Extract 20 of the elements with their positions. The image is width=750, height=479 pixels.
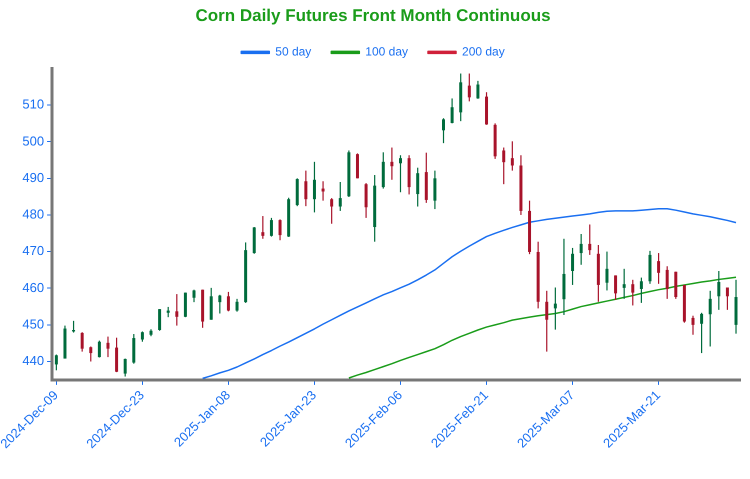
y-tick-label: 470 (22, 243, 44, 258)
legend-label: 200 day (462, 44, 505, 59)
candlestick (708, 290, 712, 346)
legend-label: 100 day (365, 44, 408, 59)
y-tick-label: 510 (22, 96, 44, 112)
y-tick-label: 490 (22, 170, 44, 185)
y-tick-label: 450 (22, 316, 44, 332)
candlestick (175, 294, 178, 326)
y-tick-label: 440 (22, 353, 44, 368)
y-tick-label: 460 (22, 280, 44, 295)
candlestick (588, 224, 592, 255)
candlestick (261, 216, 264, 239)
y-tick-label: 500 (22, 133, 44, 148)
candlestick (166, 306, 170, 318)
candlestick (622, 268, 626, 299)
candlestick (554, 287, 557, 330)
y-tick-label: 480 (22, 206, 44, 222)
legend-label: 50 day (275, 44, 312, 59)
chart-title: Corn Daily Futures Front Month Continuous (195, 6, 551, 25)
candlestick (510, 141, 514, 171)
